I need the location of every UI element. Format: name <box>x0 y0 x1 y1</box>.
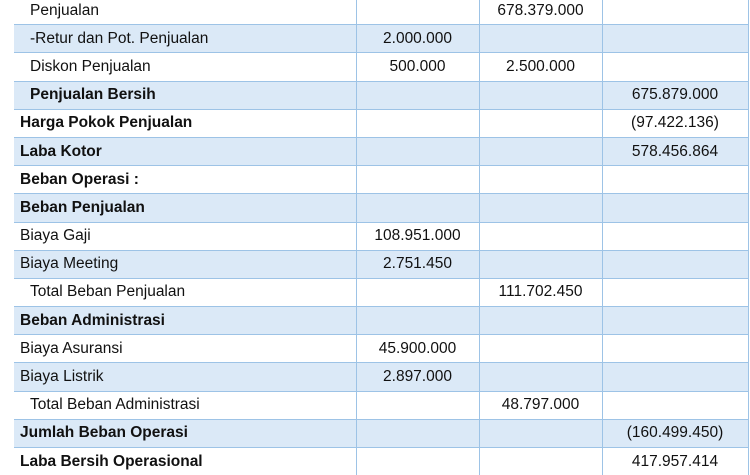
detail-amount-cell[interactable] <box>356 81 479 109</box>
statement-row: Laba Bersih Operasional 417.957.414 <box>14 448 748 475</box>
row-label[interactable]: Diskon Penjualan <box>14 53 356 81</box>
detail-amount-cell[interactable]: 2.897.000 <box>356 363 479 391</box>
detail-amount-cell[interactable] <box>356 0 479 25</box>
statement-row: Beban Operasi : <box>14 166 748 194</box>
row-label[interactable]: Laba Kotor <box>14 137 356 165</box>
row-label[interactable]: Jumlah Beban Operasi <box>14 419 356 447</box>
subtotal-amount-cell[interactable] <box>479 363 602 391</box>
total-amount-cell[interactable]: (97.422.136) <box>602 109 748 137</box>
row-label[interactable]: Biaya Listrik <box>14 363 356 391</box>
detail-amount-cell[interactable] <box>356 109 479 137</box>
detail-amount-cell[interactable]: 2.000.000 <box>356 25 479 53</box>
detail-amount-cell[interactable] <box>356 419 479 447</box>
subtotal-amount-cell[interactable]: 48.797.000 <box>479 391 602 419</box>
subtotal-amount-cell[interactable] <box>479 335 602 363</box>
total-amount-cell[interactable] <box>602 278 748 306</box>
statement-row: Jumlah Beban Operasi (160.499.450) <box>14 419 748 447</box>
subtotal-amount-cell[interactable] <box>479 81 602 109</box>
row-label[interactable]: Beban Operasi : <box>14 166 356 194</box>
row-label[interactable]: Harga Pokok Penjualan <box>14 109 356 137</box>
subtotal-amount-cell[interactable] <box>479 448 602 475</box>
detail-amount-cell[interactable] <box>356 391 479 419</box>
row-label[interactable]: Laba Bersih Operasional <box>14 448 356 475</box>
subtotal-amount-cell[interactable] <box>479 222 602 250</box>
subtotal-amount-cell[interactable]: 111.702.450 <box>479 278 602 306</box>
total-amount-cell[interactable]: 675.879.000 <box>602 81 748 109</box>
statement-row: Harga Pokok Penjualan (97.422.136) <box>14 109 748 137</box>
subtotal-amount-cell[interactable] <box>479 250 602 278</box>
row-label[interactable]: Total Beban Penjualan <box>14 278 356 306</box>
subtotal-amount-cell[interactable]: 678.379.000 <box>479 0 602 25</box>
detail-amount-cell[interactable]: 45.900.000 <box>356 335 479 363</box>
row-label[interactable]: Penjualan <box>14 0 356 25</box>
subtotal-amount-cell[interactable] <box>479 194 602 222</box>
total-amount-cell[interactable] <box>602 363 748 391</box>
detail-amount-cell[interactable] <box>356 137 479 165</box>
total-amount-cell[interactable] <box>602 0 748 25</box>
statement-row: Total Beban Penjualan 111.702.450 <box>14 278 748 306</box>
total-amount-cell[interactable] <box>602 250 748 278</box>
row-label[interactable]: Biaya Asuransi <box>14 335 356 363</box>
detail-amount-cell[interactable] <box>356 307 479 335</box>
total-amount-cell[interactable]: 578.456.864 <box>602 137 748 165</box>
statement-row: Beban Administrasi <box>14 307 748 335</box>
subtotal-amount-cell[interactable] <box>479 25 602 53</box>
row-label[interactable]: Total Beban Administrasi <box>14 391 356 419</box>
total-amount-cell[interactable] <box>602 166 748 194</box>
total-amount-cell[interactable] <box>602 335 748 363</box>
row-label[interactable]: Beban Penjualan <box>14 194 356 222</box>
detail-amount-cell[interactable] <box>356 278 479 306</box>
statement-row: Laba Kotor 578.456.864 <box>14 137 748 165</box>
total-amount-cell[interactable] <box>602 222 748 250</box>
statement-row: Total Beban Administrasi 48.797.000 <box>14 391 748 419</box>
statement-row: Penjualan Bersih 675.879.000 <box>14 81 748 109</box>
total-amount-cell[interactable]: 417.957.414 <box>602 448 748 475</box>
detail-amount-cell[interactable]: 2.751.450 <box>356 250 479 278</box>
total-amount-cell[interactable] <box>602 25 748 53</box>
subtotal-amount-cell[interactable] <box>479 307 602 335</box>
total-amount-cell[interactable]: (160.499.450) <box>602 419 748 447</box>
detail-amount-cell[interactable] <box>356 448 479 475</box>
row-label[interactable]: Biaya Gaji <box>14 222 356 250</box>
subtotal-amount-cell[interactable] <box>479 166 602 194</box>
statement-row: Penjualan 678.379.000 <box>14 0 748 25</box>
total-amount-cell[interactable] <box>602 307 748 335</box>
detail-amount-cell[interactable] <box>356 166 479 194</box>
detail-amount-cell[interactable]: 108.951.000 <box>356 222 479 250</box>
row-label[interactable]: Biaya Meeting <box>14 250 356 278</box>
row-label[interactable]: Beban Administrasi <box>14 307 356 335</box>
total-amount-cell[interactable] <box>602 53 748 81</box>
detail-amount-cell[interactable]: 500.000 <box>356 53 479 81</box>
statement-row: Beban Penjualan <box>14 194 748 222</box>
detail-amount-cell[interactable] <box>356 194 479 222</box>
subtotal-amount-cell[interactable]: 2.500.000 <box>479 53 602 81</box>
subtotal-amount-cell[interactable] <box>479 419 602 447</box>
subtotal-amount-cell[interactable] <box>479 137 602 165</box>
row-label[interactable]: Penjualan Bersih <box>14 81 356 109</box>
subtotal-amount-cell[interactable] <box>479 109 602 137</box>
row-label[interactable]: -Retur dan Pot. Penjualan <box>14 25 356 53</box>
total-amount-cell[interactable] <box>602 391 748 419</box>
total-amount-cell[interactable] <box>602 194 748 222</box>
